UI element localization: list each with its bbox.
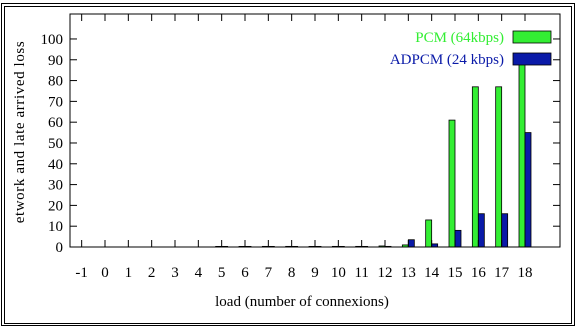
figure-outer-border: [1, 3, 575, 326]
bar-adpcm-16: [477, 213, 485, 248]
x-tick-label: 17: [494, 265, 510, 281]
x-tick-label: 16: [471, 265, 487, 281]
figure-inner-border: [4, 6, 572, 324]
legend-swatch-adpcm: [512, 52, 552, 66]
y-tick-label: 70: [48, 94, 63, 110]
bar-adpcm-13: [407, 239, 415, 248]
y-tick-label: 0: [56, 240, 64, 256]
x-tick-label: 10: [331, 265, 346, 281]
y-tick-label: 40: [48, 157, 63, 173]
x-tick-label: 15: [448, 265, 463, 281]
bar-pcm-15: [448, 119, 456, 248]
y-tick-label: 80: [48, 74, 63, 90]
x-tick-label: -1: [75, 265, 88, 281]
x-tick-label: 8: [288, 265, 296, 281]
y-tick-label: 60: [48, 115, 63, 131]
x-tick-label: 2: [148, 265, 156, 281]
x-tick-label: 4: [195, 265, 203, 281]
y-tick-label: 10: [48, 219, 63, 235]
x-tick-label: 12: [378, 265, 393, 281]
x-tick-label: 14: [424, 265, 440, 281]
y-tick-label: 90: [48, 53, 63, 69]
x-tick-label: 9: [311, 265, 319, 281]
y-tick-label: 20: [48, 198, 63, 214]
y-axis-label: etwork and late arrived loss: [12, 41, 28, 224]
bar-adpcm-17: [501, 213, 509, 248]
bar-pcm-16: [471, 86, 479, 248]
tick-labels-layer: -1 0 1 2 3 4 5 6 7 8 9 10 11 12 13 14 15 16 17 180102030405…: [41, 32, 533, 281]
plot-area-border: [69, 13, 561, 248]
x-tick-label: 1: [125, 265, 133, 281]
x-axis-label: load (number of connexions): [215, 294, 389, 310]
bar-adpcm-15: [454, 229, 462, 248]
y-tick-label: 30: [48, 178, 63, 194]
legend-label-adpcm: ADPCM (24 kbps): [390, 52, 504, 68]
x-tick-label: 6: [241, 265, 249, 281]
bar-pcm-17: [495, 86, 503, 248]
bar-pcm-14: [425, 219, 433, 248]
x-tick-label: 7: [265, 265, 273, 281]
legend-swatch-pcm: [512, 30, 552, 44]
legend-label-pcm: PCM (64kbps): [415, 30, 504, 46]
bars-layer: [215, 59, 532, 248]
x-tick-label: 13: [401, 265, 416, 281]
legend: PCM (64kbps) ADPCM (24 kbps): [390, 30, 552, 68]
x-tick-label: 3: [171, 265, 179, 281]
bar-pcm-18: [518, 59, 526, 248]
x-tick-label: 0: [101, 265, 109, 281]
y-tick-label: 100: [41, 32, 64, 48]
bar-adpcm-18: [524, 132, 532, 248]
axes-layer: [69, 13, 561, 248]
x-tick-label: 18: [518, 265, 533, 281]
x-tick-label: 5: [218, 265, 226, 281]
x-tick-label: 11: [354, 265, 368, 281]
y-tick-label: 50: [48, 136, 63, 152]
